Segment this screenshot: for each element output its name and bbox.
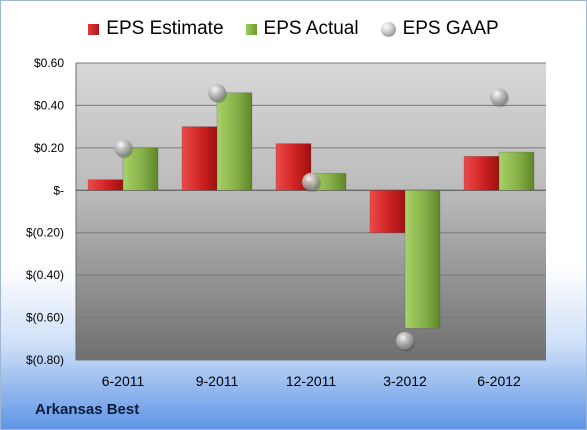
y-tick-label: $0.20 [34,141,64,155]
x-tick-label: 12-2011 [286,373,337,389]
eps-estimate-bar [369,189,406,234]
x-tick-label: 6-2012 [477,373,521,389]
y-tick-label: $(0.80) [26,353,64,367]
eps-gaap-point [302,172,320,191]
legend-label-estimate: EPS Estimate [106,18,224,39]
eps-actual-bar [498,151,535,191]
eps-gaap-point [396,331,414,350]
eps-gaap-point [208,83,226,102]
y-axis-ticks: $0.60 $0.40 $0.20 $- $(0.20) $(0.40) $(0.60) $(… [26,56,64,367]
y-tick-label: $(0.40) [26,268,64,282]
company-name: Arkansas Best [35,401,140,418]
legend-item-actual: EPS Actual [245,18,359,40]
legend-swatch-estimate [88,23,100,35]
y-tick-label: $0.40 [34,98,64,112]
y-tick-label: $(0.60) [26,311,64,325]
legend-label-gaap: EPS GAAP [402,18,499,39]
eps-actual-bar [404,189,441,329]
y-tick-label: $- [53,183,64,197]
eps-estimate-bar [181,126,218,191]
gaap-points [114,83,509,352]
eps-actual-bar [122,147,159,191]
x-tick-label: 3-2012 [383,373,427,389]
legend-item-gaap: EPS GAAP [380,18,499,40]
x-tick-label: 9-2011 [196,373,239,389]
eps-estimate-bar [463,156,500,191]
legend-label-actual: EPS Actual [263,18,359,39]
plot-area [76,63,546,360]
x-axis-ticks: 6-2011 9-2011 12-2011 3-2012 6-2012 [102,373,521,389]
legend-item-estimate: EPS Estimate [88,18,224,40]
eps-estimate-bar [87,179,124,191]
x-tick-label: 6-2011 [102,373,145,389]
eps-gaap-point [490,87,508,106]
eps-actual-bar [216,92,253,191]
eps-gaap-point [114,138,132,157]
legend-swatch-actual [245,23,257,35]
bars [87,92,535,329]
legend-swatch-gaap [380,21,396,37]
y-tick-label: $(0.20) [26,226,64,240]
legend: EPS Estimate EPS Actual EPS GAAP [1,15,586,43]
y-tick-label: $0.60 [34,56,64,70]
